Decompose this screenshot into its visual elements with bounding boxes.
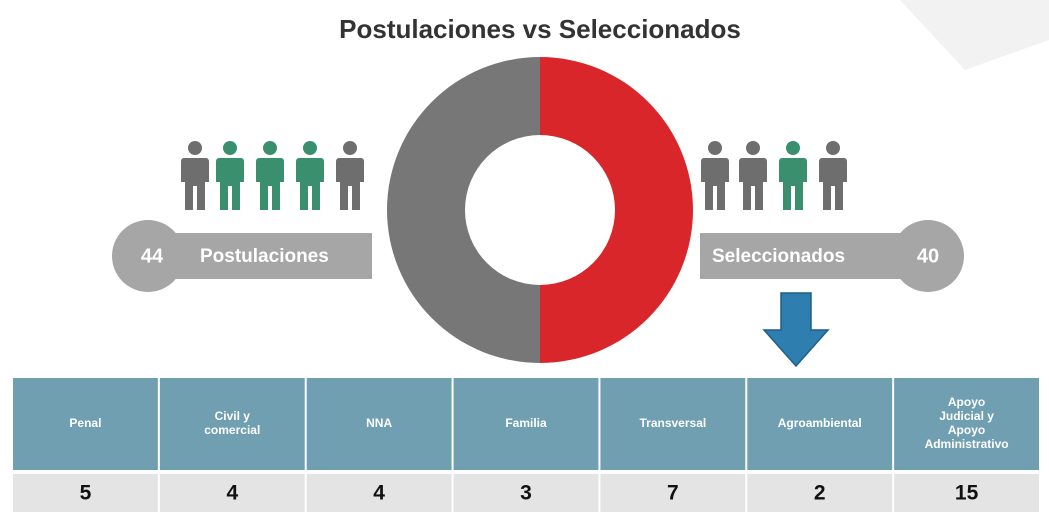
value-cell [747,474,893,512]
value-text: 5 [80,482,92,505]
seleccionados-label: Seleccionados [712,246,845,267]
donut [387,57,693,363]
header-cell [600,378,746,470]
value-cell [159,474,305,512]
background-decoration [900,0,1049,70]
value-cell [306,474,452,512]
value-cell [600,474,746,512]
header-cell [894,378,1039,470]
header-text: Transversal [639,416,706,430]
postulaciones-pill: 44 Postulaciones [112,220,372,292]
seleccionados-value: 40 [917,245,939,267]
title: Postulaciones vs Seleccionados [339,14,741,44]
postulaciones-label: Postulaciones [200,246,329,267]
donut-left [387,57,540,363]
header-text: Apoyo Judicial y Apoyo Administrativo [925,395,1009,451]
donut-right [540,57,693,363]
header-cell [453,378,599,470]
value-cell [894,474,1039,512]
header-text: Civil y comercial [204,409,260,437]
header-cell [747,378,893,470]
value-cell [453,474,599,512]
header-cell [306,378,452,470]
value-text: 3 [520,482,532,505]
value-text: 2 [814,482,826,505]
table: Penal 5 Civil y comercial 4 NNA 4 Familia 3 Trans… [13,378,1039,512]
value-text: 4 [226,482,238,505]
value-cell [13,474,158,512]
header-cell [159,378,305,470]
header-text: Familia [505,416,547,430]
postulaciones-value: 44 [141,245,164,267]
header-text: Agroambiental [778,416,862,430]
people-left [181,141,364,210]
value-text: 15 [955,482,979,505]
value-text: 4 [373,482,385,505]
people-right [701,141,847,210]
value-text: 7 [667,482,679,505]
header-cell [13,378,158,470]
header-text: NNA [366,416,392,430]
down-arrow [762,292,830,368]
seleccionados-pill: Seleccionados 40 [700,220,964,292]
header-text: Penal [69,416,101,430]
